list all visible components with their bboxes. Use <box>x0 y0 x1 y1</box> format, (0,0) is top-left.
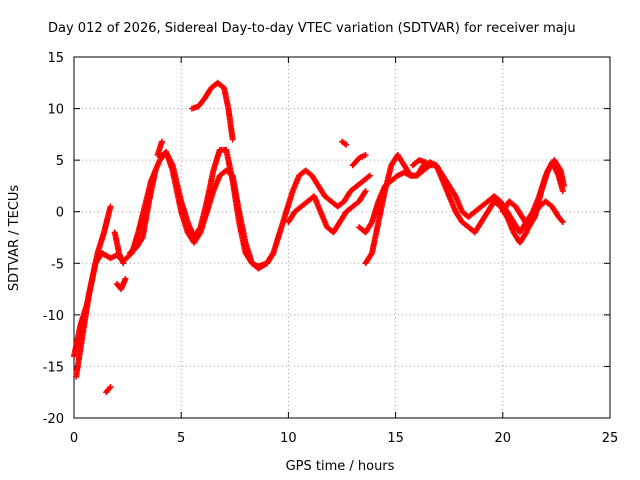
data-point <box>107 203 114 210</box>
y-tick-label: -15 <box>43 360 64 375</box>
y-tick-label: 5 <box>56 154 64 169</box>
y-tick-label: 15 <box>47 51 64 66</box>
y-tick-label: -20 <box>43 412 64 427</box>
data-point <box>158 138 165 145</box>
grid-lines <box>74 57 610 418</box>
y-tick-label: -10 <box>43 309 64 324</box>
data-point <box>122 275 129 282</box>
y-tick-label: -5 <box>51 257 64 272</box>
x-tick-label: 15 <box>387 431 404 446</box>
data-point <box>362 151 369 158</box>
x-tick-label: 25 <box>602 431 619 446</box>
data-point <box>422 159 429 166</box>
x-tick-label: 5 <box>177 431 185 446</box>
axis-ticks: 0 5 10 15 20 25 -20 -15 -10 -5 0 5 10 15 <box>43 51 619 446</box>
data-point <box>559 219 566 226</box>
data-point <box>362 188 369 195</box>
x-axis-title: GPS time / hours <box>286 459 395 474</box>
plot-area-frame <box>73 56 611 419</box>
x-tick-label: 10 <box>280 431 297 446</box>
data-point <box>229 136 236 143</box>
data-point <box>270 249 277 256</box>
series-trace-c <box>156 148 277 270</box>
chart-title: Day 012 of 2026, Sidereal Day-to-day VTE… <box>48 21 576 36</box>
series-trace-e <box>113 275 129 293</box>
data-point <box>559 188 566 195</box>
series-trace-n <box>409 157 429 169</box>
series-trace-h <box>111 229 127 267</box>
data-point <box>366 172 373 179</box>
y-axis-title: SDTVAR / TECUs <box>7 185 22 292</box>
y-tick-label: 0 <box>56 206 64 221</box>
series-trace-d <box>188 79 236 143</box>
series-trace-o <box>154 138 165 158</box>
x-tick-label: 20 <box>495 431 512 446</box>
series-trace-m <box>349 151 369 169</box>
data-point <box>560 182 567 189</box>
series-trace-l <box>339 138 350 148</box>
data-point <box>120 260 127 267</box>
series-trace-k <box>285 188 369 236</box>
series-trace-p <box>499 157 567 231</box>
series-trace-f <box>103 384 114 396</box>
x-tick-label: 0 <box>70 431 78 446</box>
data-point <box>343 141 350 148</box>
series-trace-g <box>126 167 159 256</box>
data-point <box>107 384 114 391</box>
data-points <box>71 79 567 396</box>
y-tick-label: 10 <box>47 103 64 118</box>
data-point <box>152 167 159 174</box>
